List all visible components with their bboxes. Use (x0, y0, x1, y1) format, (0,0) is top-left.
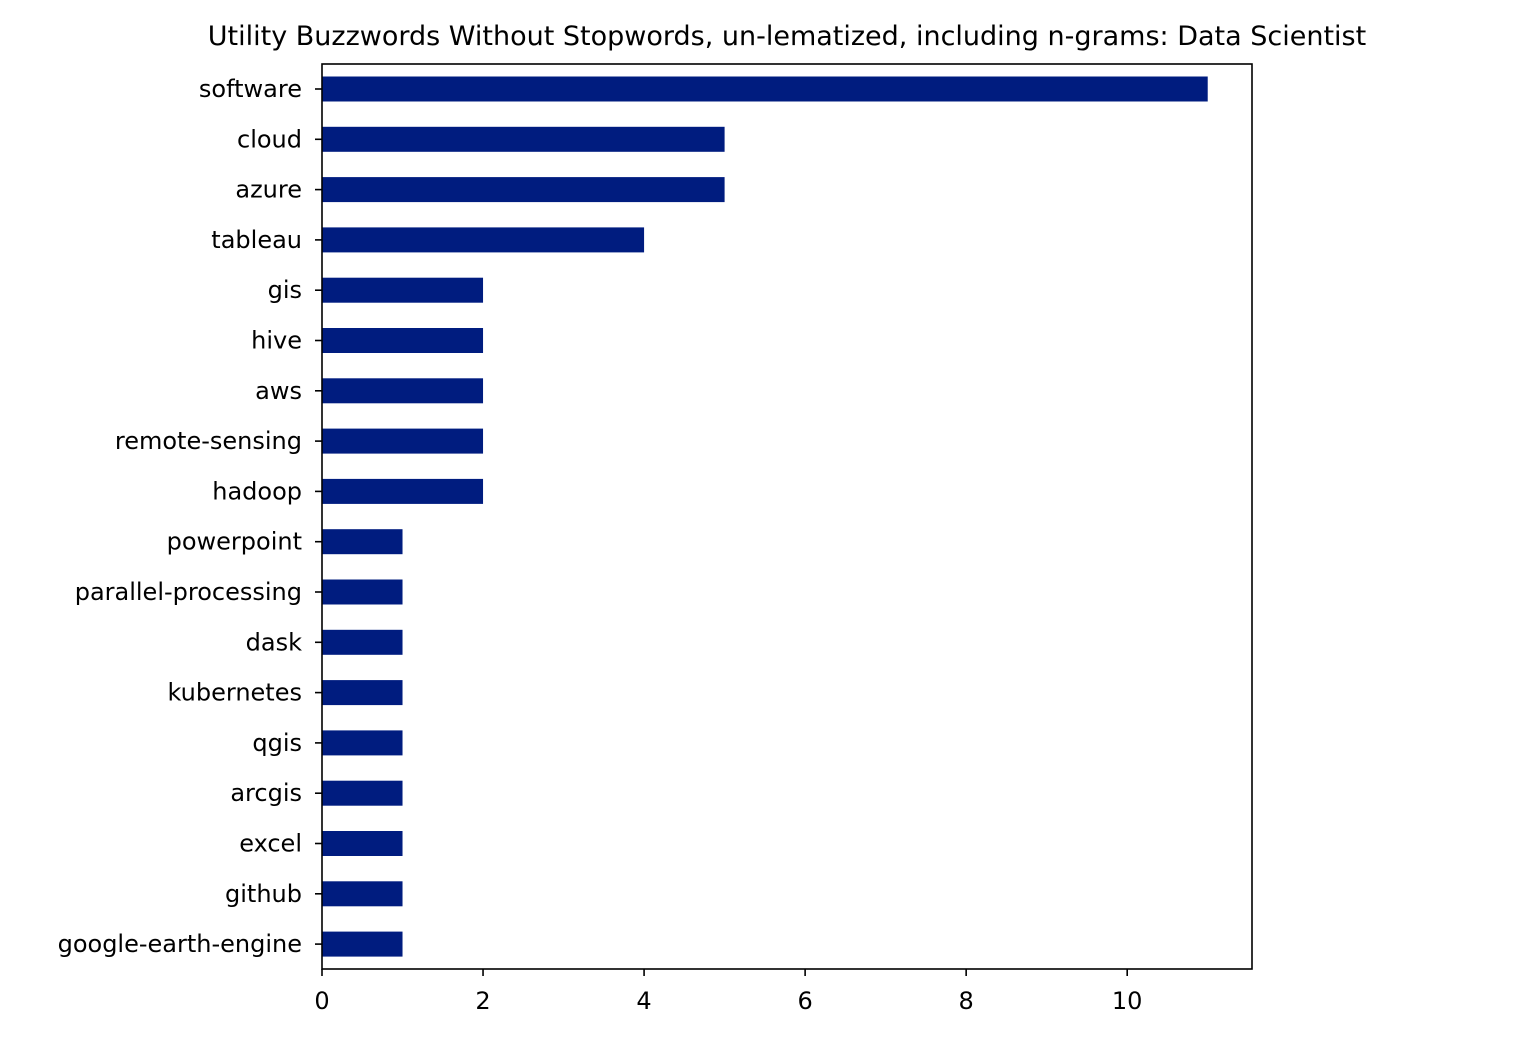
bars-layer (322, 76, 1208, 957)
bar-azure (322, 177, 725, 203)
bar-kubernetes (322, 680, 403, 706)
bar-gis (322, 277, 484, 303)
y-tick-label: hadoop (212, 477, 302, 505)
bar-arcgis (322, 780, 403, 806)
bar-aws (322, 378, 484, 404)
y-tick-label: kubernetes (168, 679, 302, 707)
x-axis: 0 2 4 6 8 10 (314, 969, 1142, 1015)
bar-hadoop (322, 478, 484, 504)
y-tick-label: qgis (252, 729, 302, 757)
bar-parallel-processing (322, 579, 403, 605)
bar-remote-sensing (322, 428, 484, 454)
y-tick-label: excel (239, 830, 302, 858)
y-tick-label: tableau (211, 226, 302, 254)
y-tick-label: dask (246, 628, 302, 656)
x-tick-label: 8 (959, 987, 974, 1015)
x-tick-label: 10 (1112, 987, 1143, 1015)
x-tick-label: 4 (636, 987, 651, 1015)
y-tick-label: cloud (237, 125, 302, 153)
y-tick-label: azure (235, 176, 302, 204)
chart-title: Utility Buzzwords Without Stopwords, un-… (208, 21, 1366, 52)
y-tick-label: remote-sensing (115, 427, 302, 455)
y-tick-label: github (225, 880, 302, 908)
x-tick-label: 0 (314, 987, 329, 1015)
y-tick-label: hive (251, 327, 302, 355)
x-tick-label: 6 (797, 987, 812, 1015)
bar-software (322, 76, 1208, 102)
y-tick-label: software (199, 75, 302, 103)
y-tick-label: parallel-processing (75, 578, 302, 606)
bar-excel (322, 831, 403, 856)
plot-frame (321, 63, 1253, 970)
bar-tableau (322, 227, 645, 253)
bar-powerpoint (322, 529, 403, 555)
bar-hive (322, 328, 484, 353)
y-tick-label: google-earth-engine (58, 930, 302, 958)
bar-cloud (322, 126, 725, 152)
y-tick-label: aws (255, 377, 302, 405)
y-axis: software cloud azure tableau gis hive aws remot… (58, 75, 322, 958)
x-tick-label: 2 (475, 987, 490, 1015)
bar-github (322, 881, 403, 907)
bar-google-earth-engine (322, 931, 403, 957)
y-tick-label: powerpoint (167, 528, 302, 556)
y-tick-label: arcgis (230, 779, 302, 807)
y-tick-label: gis (268, 276, 302, 304)
bar-qgis (322, 730, 403, 756)
bar-dask (322, 629, 403, 655)
